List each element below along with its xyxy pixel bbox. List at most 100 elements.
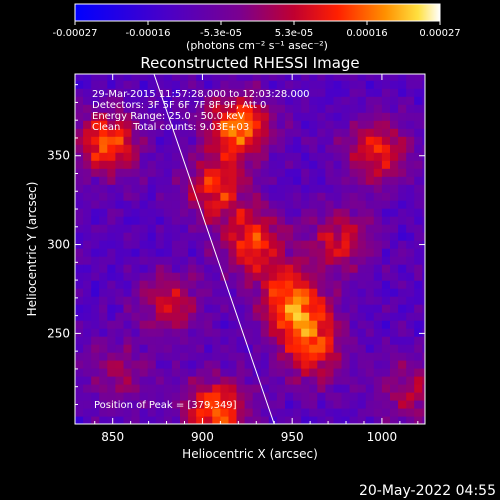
heatmap-cell (333, 408, 343, 417)
heatmap-cell (309, 296, 318, 305)
heatmap-cell (398, 74, 407, 81)
heatmap-cell (381, 304, 391, 313)
heatmap-cell (293, 128, 302, 137)
heatmap-cell (293, 320, 302, 329)
heatmap-cell (252, 288, 262, 297)
heatmap-cell (204, 384, 213, 393)
heatmap-cell (188, 416, 197, 424)
heatmap-cell (381, 344, 391, 353)
heatmap-cell (293, 360, 302, 369)
heatmap-cell (381, 224, 391, 233)
heatmap-cell (390, 320, 399, 329)
heatmap-cell (357, 256, 367, 265)
heatmap-cell (155, 192, 165, 201)
heatmap-cell (422, 168, 425, 177)
heatmap-cell (228, 304, 238, 313)
heatmap-cell (357, 192, 367, 201)
heatmap-cell (155, 160, 165, 169)
heatmap-cell (123, 136, 133, 145)
heatmap-cell (406, 112, 415, 121)
heatmap-cell (333, 400, 343, 409)
heatmap-cell (390, 392, 399, 401)
heatmap-cell (91, 128, 100, 137)
heatmap-cell (309, 136, 318, 145)
heatmap-cell (220, 280, 230, 289)
heatmap-cell (131, 136, 141, 145)
heatmap-cell (83, 328, 92, 337)
heatmap-cell (349, 312, 359, 321)
heatmap-cell (276, 80, 286, 89)
heatmap-cell (341, 208, 351, 217)
heatmap-cell (180, 128, 189, 137)
heatmap-cell (188, 296, 197, 305)
heatmap-cell (83, 208, 92, 217)
heatmap-cell (349, 368, 359, 377)
heatmap-cell (398, 160, 407, 169)
heatmap-cell (414, 144, 423, 153)
heatmap-cell (390, 200, 399, 209)
colorbar-ticks: -0.00027 -0.00016 -5.3e-05 5.3e-05 0.00016 0.… (53, 21, 461, 39)
heatmap-cell (333, 248, 343, 257)
heatmap-cell (155, 384, 165, 393)
heatmap-cell (212, 96, 221, 105)
heatmap-cell (236, 192, 246, 201)
heatmap-cell (131, 376, 141, 385)
heatmap-cell (414, 408, 423, 417)
heatmap-cell (293, 96, 302, 105)
heatmap-cell (252, 216, 262, 225)
heatmap-cell (381, 408, 391, 417)
heatmap-cell (244, 280, 254, 289)
heatmap-cell (163, 88, 173, 97)
heatmap-cell (228, 216, 238, 225)
heatmap-cell (83, 74, 92, 81)
heatmap-cell (301, 288, 310, 297)
heatmap-cell (317, 74, 326, 81)
heatmap-cell (285, 240, 294, 249)
heatmap-cell (139, 112, 149, 121)
heatmap-cell (341, 256, 351, 265)
heatmap-cell (99, 272, 108, 281)
heatmap-cell (244, 128, 254, 137)
heatmap-cell (276, 96, 286, 105)
heatmap-cell (115, 304, 125, 313)
heatmap-cell (204, 304, 213, 313)
heatmap-cell (196, 96, 205, 105)
heatmap-cell (99, 400, 108, 409)
heatmap-cell (317, 192, 326, 201)
heatmap-cell (131, 224, 141, 233)
heatmap-cell (228, 232, 238, 241)
heatmap-cell (373, 248, 383, 257)
heatmap-cell (196, 256, 205, 265)
heatmap-cell (204, 184, 213, 193)
heatmap-cell (188, 224, 197, 233)
heatmap-cell (406, 384, 415, 393)
heatmap-cell (268, 216, 278, 225)
heatmap-cell (309, 152, 318, 161)
heatmap-cell (83, 296, 92, 305)
heatmap-cell (373, 408, 383, 417)
heatmap-cell (373, 192, 383, 201)
heatmap-cell (75, 344, 84, 353)
heatmap-cell (220, 344, 230, 353)
heatmap-cell (406, 120, 415, 129)
heatmap-cell (228, 120, 238, 129)
heatmap-cell (147, 104, 157, 113)
heatmap-cell (236, 344, 246, 353)
heatmap-cell (155, 280, 165, 289)
heatmap-cell (123, 120, 133, 129)
heatmap-cell (309, 168, 318, 177)
heatmap-cell (107, 88, 116, 97)
heatmap-cell (325, 88, 335, 97)
heatmap-cell (414, 184, 423, 193)
heatmap-cell (325, 384, 335, 393)
heatmap-cell (365, 120, 375, 129)
heatmap-cell (220, 392, 230, 401)
heatmap-cell (333, 272, 343, 281)
heatmap-cell (115, 80, 125, 89)
heatmap-cell (357, 160, 367, 169)
heatmap-cell (252, 344, 262, 353)
heatmap-cell (276, 368, 286, 377)
heatmap-cell (236, 288, 246, 297)
heatmap-cell (123, 240, 133, 249)
heatmap-cell (268, 104, 278, 113)
